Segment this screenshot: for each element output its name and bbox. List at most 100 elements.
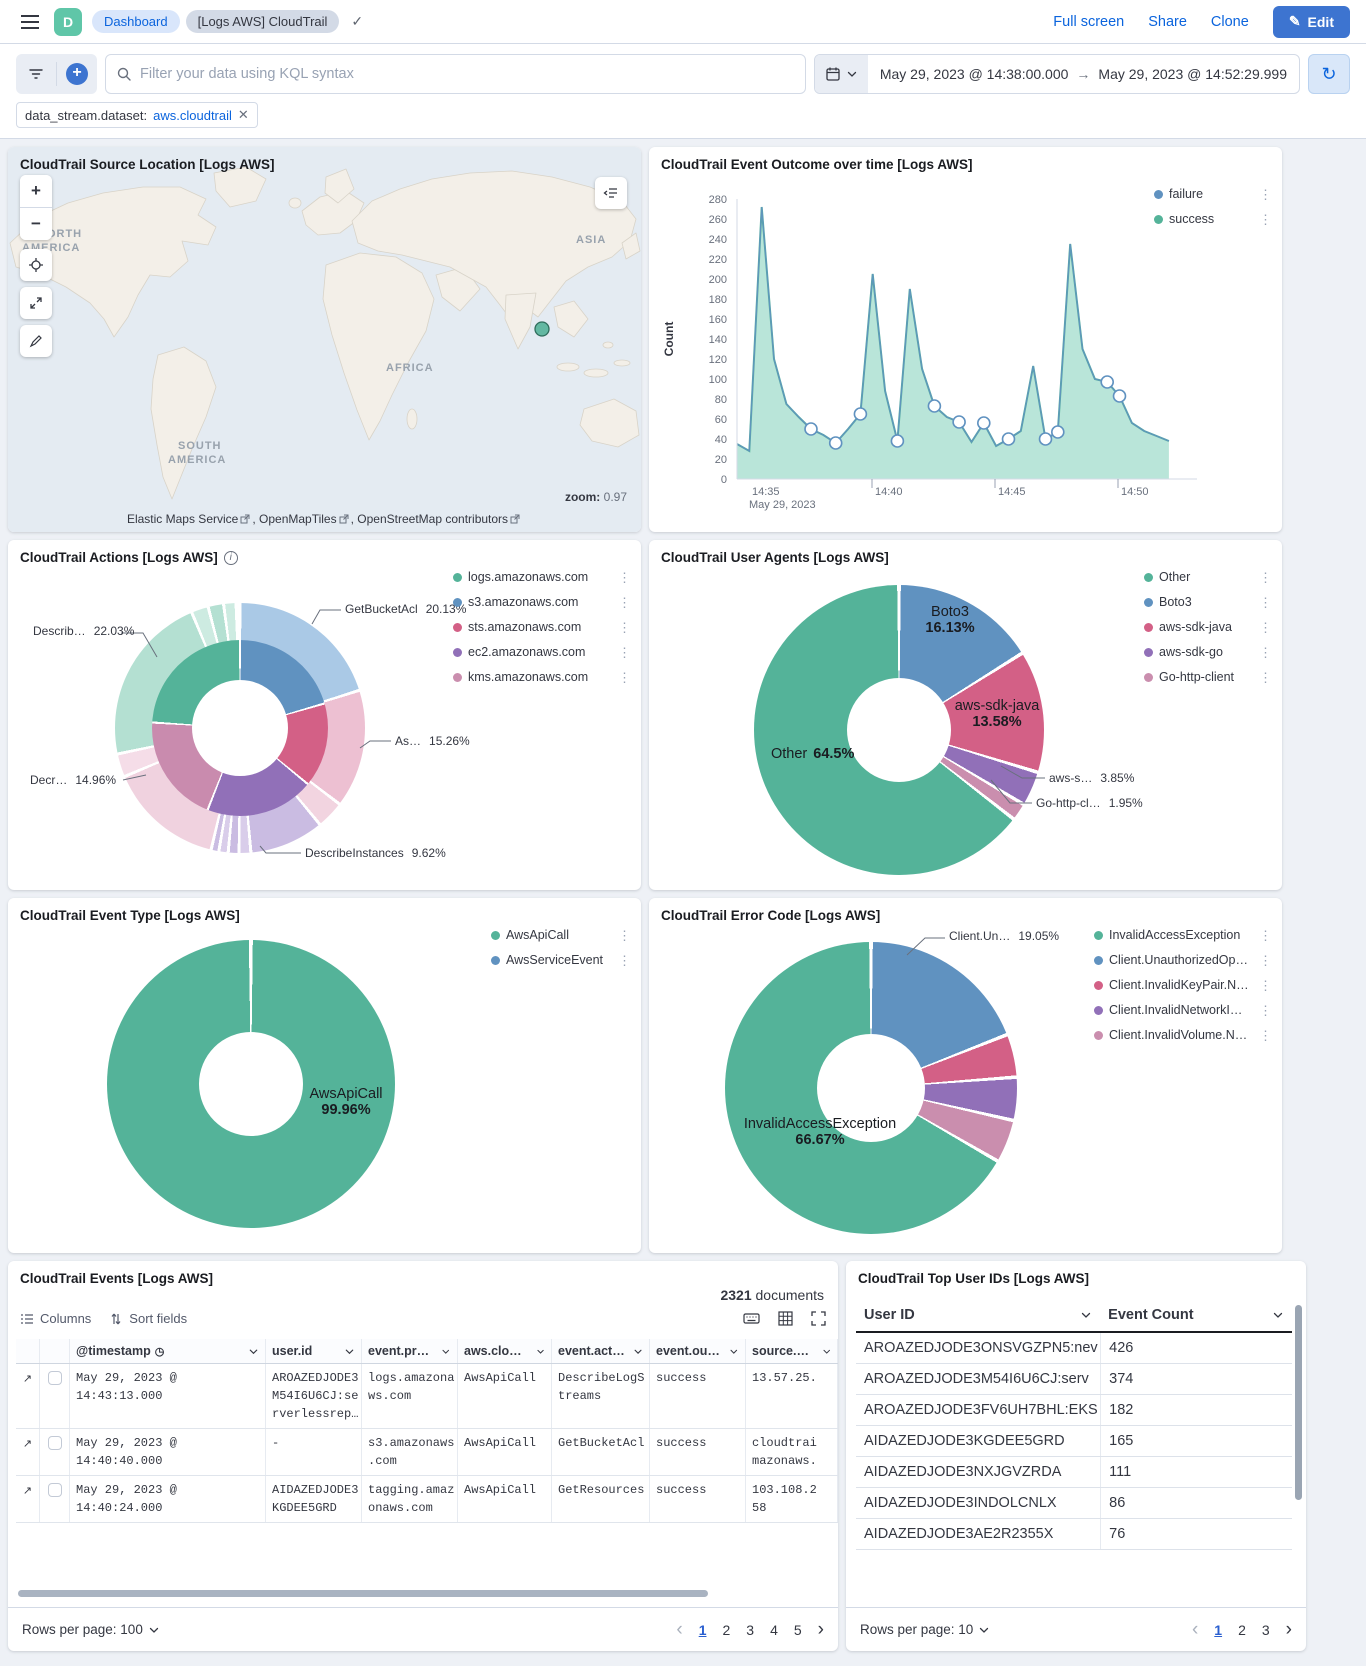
legend-item[interactable]: AwsServiceEvent ⋮ bbox=[491, 953, 631, 969]
legend-options-icon[interactable]: ⋮ bbox=[1259, 187, 1272, 202]
legend-item[interactable]: Client.InvalidKeyPair.Not… ⋮ bbox=[1094, 978, 1272, 994]
filter-menu-button[interactable] bbox=[16, 54, 56, 94]
legend-options-icon[interactable]: ⋮ bbox=[1259, 1028, 1272, 1043]
cell-0-2[interactable]: logs.amazona ws.com bbox=[362, 1364, 458, 1428]
cell-0-3[interactable]: AwsApiCall bbox=[458, 1364, 552, 1428]
legend-item[interactable]: InvalidAccessException ⋮ bbox=[1094, 928, 1272, 944]
legend-options-icon[interactable]: ⋮ bbox=[1259, 645, 1272, 660]
cell-2-5[interactable]: success bbox=[650, 1476, 746, 1522]
page-button-1[interactable]: 1 bbox=[1214, 1621, 1223, 1638]
refresh-button[interactable]: ↻ bbox=[1308, 54, 1350, 94]
layers-panel-toggle-icon[interactable] bbox=[595, 177, 627, 209]
zoom-in-button[interactable]: + bbox=[20, 175, 52, 207]
column-header-5[interactable]: event.outc… bbox=[650, 1339, 746, 1363]
attribution-osm[interactable]: OpenStreetMap contributors bbox=[357, 512, 509, 526]
legend-item[interactable]: failure ⋮ bbox=[1154, 187, 1272, 203]
breadcrumb-dashboard[interactable]: Dashboard bbox=[92, 10, 180, 33]
table-row[interactable]: AROAZEDJODE3M54I6U6CJ:serv 374 bbox=[856, 1364, 1292, 1395]
full-screen-link[interactable]: Full screen bbox=[1053, 13, 1125, 30]
legend-item[interactable]: Client.UnauthorizedOpe… ⋮ bbox=[1094, 953, 1272, 969]
page-button-3[interactable]: 3 bbox=[1261, 1621, 1270, 1638]
legend-item[interactable]: ec2.amazonaws.com ⋮ bbox=[453, 645, 631, 661]
legend-item[interactable]: Go-http-client ⋮ bbox=[1144, 670, 1272, 686]
legend-item[interactable]: logs.amazonaws.com ⋮ bbox=[453, 570, 631, 586]
legend-item[interactable]: aws-sdk-go ⋮ bbox=[1144, 645, 1272, 661]
legend-options-icon[interactable]: ⋮ bbox=[1259, 620, 1272, 635]
column-header-4[interactable]: event.action bbox=[552, 1339, 650, 1363]
legend-options-icon[interactable]: ⋮ bbox=[1259, 1003, 1272, 1018]
date-quick-select-button[interactable] bbox=[814, 55, 868, 93]
cell-1-2[interactable]: s3.amazonaws .com bbox=[362, 1429, 458, 1475]
table-row[interactable]: AIDAZEDJODE3INDOLCNLX 86 bbox=[856, 1488, 1292, 1519]
page-button-1[interactable]: 1 bbox=[698, 1621, 707, 1638]
columns-button[interactable]: Columns bbox=[20, 1311, 91, 1326]
legend-options-icon[interactable]: ⋮ bbox=[1259, 595, 1272, 610]
legend-item[interactable]: sts.amazonaws.com ⋮ bbox=[453, 620, 631, 636]
legend-item[interactable]: Boto3 ⋮ bbox=[1144, 595, 1272, 611]
cell-1-1[interactable]: - bbox=[266, 1429, 362, 1475]
remove-filter-icon[interactable]: ✕ bbox=[237, 107, 249, 122]
legend-item[interactable]: aws-sdk-java ⋮ bbox=[1144, 620, 1272, 636]
page-button-4[interactable]: 4 bbox=[770, 1621, 778, 1638]
add-filter-button[interactable]: + bbox=[57, 54, 97, 94]
rows-per-page-button[interactable]: Rows per page: 100 bbox=[22, 1622, 160, 1637]
cell-1-4[interactable]: GetBucketAcl bbox=[552, 1429, 650, 1475]
page-button-2[interactable]: 2 bbox=[1238, 1621, 1246, 1638]
legend-options-icon[interactable]: ⋮ bbox=[1259, 978, 1272, 993]
column-header-2[interactable]: event.prov… bbox=[362, 1339, 458, 1363]
table-row[interactable]: AIDAZEDJODE3NXJGVZRDA 111 bbox=[856, 1457, 1292, 1488]
legend-item[interactable]: Other ⋮ bbox=[1144, 570, 1272, 586]
filter-pill[interactable]: data_stream.dataset: aws.cloudtrail ✕ bbox=[16, 102, 258, 128]
legend-options-icon[interactable]: ⋮ bbox=[1259, 670, 1272, 685]
legend-item[interactable]: Client.InvalidVolume.No… ⋮ bbox=[1094, 1028, 1272, 1044]
display-options-icon[interactable] bbox=[778, 1311, 793, 1326]
table-row[interactable]: AIDAZEDJODE3AE2R2355X 76 bbox=[856, 1519, 1292, 1550]
previous-page-button[interactable]: ‹ bbox=[1191, 1618, 1199, 1640]
column-header-event-count[interactable]: Event Count bbox=[1100, 1299, 1292, 1331]
legend-options-icon[interactable]: ⋮ bbox=[618, 570, 631, 585]
legend-options-icon[interactable]: ⋮ bbox=[618, 620, 631, 635]
next-page-button[interactable]: › bbox=[1285, 1618, 1292, 1640]
cell-2-2[interactable]: tagging.amaz onaws.com bbox=[362, 1476, 458, 1522]
cell-1-5[interactable]: success bbox=[650, 1429, 746, 1475]
expand-icon[interactable] bbox=[20, 287, 52, 319]
date-start[interactable]: May 29, 2023 @ 14:38:00.000 bbox=[879, 66, 1069, 82]
cell-2-6[interactable]: 103.108.2 58 bbox=[746, 1476, 838, 1522]
cell-2-0[interactable]: May 29, 2023 @ 14:40:24.000 bbox=[70, 1476, 266, 1522]
horizontal-scrollbar[interactable] bbox=[18, 1590, 708, 1597]
share-link[interactable]: Share bbox=[1148, 13, 1187, 30]
previous-page-button[interactable]: ‹ bbox=[676, 1618, 683, 1640]
legend-options-icon[interactable]: ⋮ bbox=[618, 928, 631, 943]
cell-1-6[interactable]: cloudtrai mazonaws. bbox=[746, 1429, 838, 1475]
legend-options-icon[interactable]: ⋮ bbox=[1259, 212, 1272, 227]
row-checkbox[interactable] bbox=[40, 1476, 70, 1522]
edit-button[interactable]: ✎ Edit bbox=[1272, 5, 1350, 38]
next-page-button[interactable]: › bbox=[817, 1618, 824, 1640]
expand-row-icon[interactable]: ↗ bbox=[16, 1429, 40, 1475]
attribution-elastic[interactable]: Elastic Maps Service bbox=[126, 512, 239, 526]
space-avatar[interactable]: D bbox=[54, 7, 82, 36]
cell-1-0[interactable]: May 29, 2023 @ 14:40:40.000 bbox=[70, 1429, 266, 1475]
sort-fields-button[interactable]: Sort fields bbox=[109, 1311, 187, 1326]
expand-row-icon[interactable]: ↗ bbox=[16, 1476, 40, 1522]
legend-item[interactable]: kms.amazonaws.com ⋮ bbox=[453, 670, 631, 686]
fullscreen-icon[interactable] bbox=[811, 1311, 826, 1326]
outcome-timeseries-chart[interactable]: 0 20 40 60 80 100 120 140 160 180 200 220 240 260 280 1… bbox=[649, 161, 1282, 521]
legend-options-icon[interactable]: ⋮ bbox=[618, 953, 631, 968]
rows-per-page-button[interactable]: Rows per page: 10 bbox=[860, 1622, 990, 1637]
table-row[interactable]: AIDAZEDJODE3KGDEE5GRD 165 bbox=[856, 1426, 1292, 1457]
row-checkbox[interactable] bbox=[40, 1364, 70, 1428]
attribution-openmaptiles[interactable]: OpenMapTiles bbox=[259, 512, 337, 526]
zoom-out-button[interactable]: − bbox=[20, 208, 52, 240]
page-button-3[interactable]: 3 bbox=[746, 1621, 755, 1638]
page-button-2[interactable]: 2 bbox=[722, 1621, 731, 1638]
cell-0-5[interactable]: success bbox=[650, 1364, 746, 1428]
kql-search-box[interactable] bbox=[105, 54, 806, 94]
legend-options-icon[interactable]: ⋮ bbox=[618, 645, 631, 660]
info-icon[interactable]: i bbox=[223, 550, 238, 565]
cell-1-3[interactable]: AwsApiCall bbox=[458, 1429, 552, 1475]
expand-row-icon[interactable]: ↗ bbox=[16, 1364, 40, 1428]
column-header-1[interactable]: user.id bbox=[266, 1339, 362, 1363]
menu-button[interactable] bbox=[16, 8, 44, 36]
clone-link[interactable]: Clone bbox=[1210, 13, 1249, 30]
